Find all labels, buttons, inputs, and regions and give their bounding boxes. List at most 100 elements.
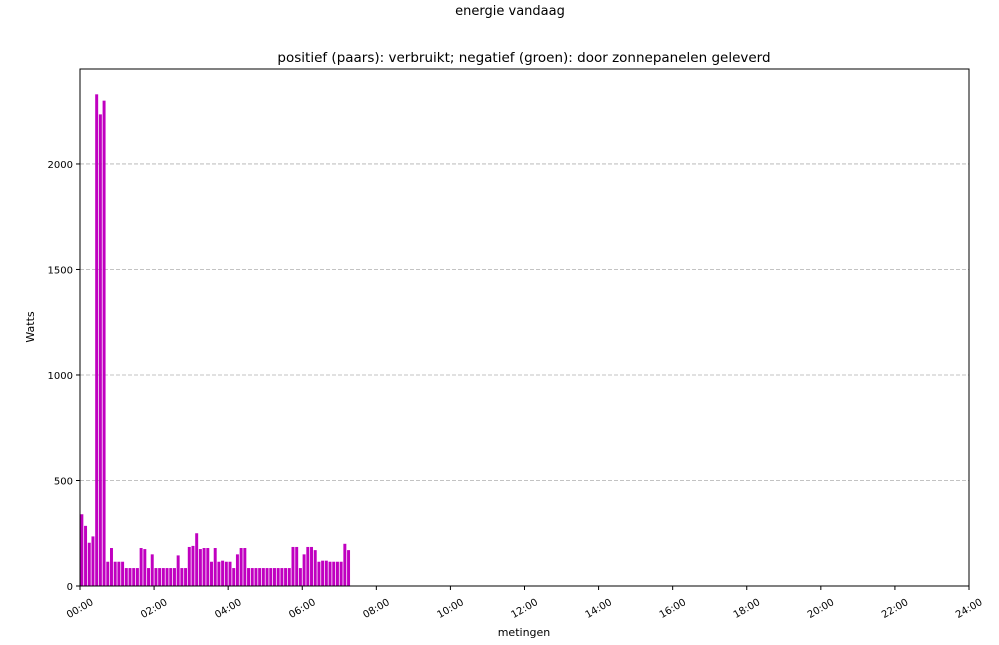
bar	[203, 548, 206, 586]
y-tick-label: 1500	[48, 265, 73, 276]
bar	[292, 547, 295, 586]
bar	[210, 562, 213, 586]
bar	[347, 550, 350, 586]
bar	[306, 547, 309, 586]
bar	[188, 547, 191, 586]
bar	[129, 568, 132, 586]
bar	[173, 568, 176, 586]
bar	[88, 543, 91, 586]
bar	[269, 568, 272, 586]
bar	[280, 568, 283, 586]
bar	[132, 568, 135, 586]
bar	[151, 554, 154, 586]
bar	[343, 544, 346, 586]
x-axis-label: metingen	[498, 626, 551, 639]
y-axis-label: Watts	[24, 311, 37, 343]
bar	[140, 548, 143, 586]
bar	[236, 554, 239, 586]
x-tick-label: 20:00	[806, 597, 836, 621]
bar	[143, 549, 146, 586]
bar	[154, 568, 157, 586]
bar	[295, 547, 298, 586]
bar	[199, 549, 202, 586]
x-tick-label: 18:00	[732, 597, 762, 621]
bar	[303, 554, 306, 586]
x-tick-label: 00:00	[65, 597, 95, 621]
y-tick-label: 500	[54, 476, 73, 487]
x-tick-label: 22:00	[880, 597, 910, 621]
bar	[184, 568, 187, 586]
bar	[299, 568, 302, 586]
bar	[321, 561, 324, 586]
bar	[332, 562, 335, 586]
bar	[217, 562, 220, 586]
bar	[325, 561, 328, 586]
bar	[99, 114, 102, 586]
bar	[166, 568, 169, 586]
bar	[114, 562, 117, 586]
y-tick-label: 0	[67, 582, 73, 593]
y-axis-ticks: 0 500 1000 1500 2000	[48, 160, 80, 593]
bar	[254, 568, 257, 586]
bar	[147, 568, 150, 586]
bar	[214, 548, 217, 586]
bar	[229, 562, 232, 586]
bar	[240, 548, 243, 586]
bar	[169, 568, 172, 586]
bar	[340, 562, 343, 586]
x-tick-label: 10:00	[435, 597, 465, 621]
bar	[191, 546, 194, 586]
bar	[266, 568, 269, 586]
bar	[195, 533, 198, 586]
y-tick-label: 1000	[48, 371, 73, 382]
bar	[106, 562, 109, 586]
bar	[206, 548, 209, 586]
bar	[136, 568, 139, 586]
bar	[158, 568, 161, 586]
chart-title: positief (paars): verbruikt; negatief (g…	[277, 50, 770, 66]
bar	[273, 568, 276, 586]
bar	[336, 562, 339, 586]
x-tick-label: 04:00	[213, 597, 243, 621]
x-tick-label: 16:00	[658, 597, 688, 621]
bar	[110, 548, 113, 586]
x-tick-label: 24:00	[954, 597, 984, 621]
bar	[125, 568, 128, 586]
bar	[317, 562, 320, 586]
x-tick-label: 06:00	[287, 597, 317, 621]
bar	[103, 101, 106, 586]
figure-suptitle: energie vandaag	[455, 4, 565, 19]
gridlines	[80, 164, 969, 481]
bar	[251, 568, 254, 586]
bar	[232, 568, 235, 586]
bar	[329, 562, 332, 586]
bar	[247, 568, 250, 586]
bar	[284, 568, 287, 586]
bar	[91, 536, 94, 586]
bar	[95, 94, 98, 586]
bar	[162, 568, 165, 586]
bar	[243, 548, 246, 586]
x-tick-label: 02:00	[139, 597, 169, 621]
bar	[288, 568, 291, 586]
bar	[121, 562, 124, 586]
bar	[310, 547, 313, 586]
bar	[117, 562, 120, 586]
bars	[80, 94, 350, 586]
bar	[221, 561, 224, 586]
bar	[314, 550, 317, 586]
bar	[80, 514, 83, 586]
x-tick-label: 14:00	[584, 597, 614, 621]
bar	[262, 568, 265, 586]
plot-area-frame	[80, 69, 969, 586]
bar	[180, 568, 183, 586]
bar	[225, 562, 228, 586]
y-tick-label: 2000	[48, 160, 73, 171]
x-tick-label: 12:00	[510, 597, 540, 621]
bar	[177, 555, 180, 586]
x-tick-label: 08:00	[361, 597, 391, 621]
bar	[258, 568, 261, 586]
x-axis-ticks: 00:00 02:00 04:00 06:00 08:00 10:00 12:00 14:00…	[65, 586, 984, 621]
